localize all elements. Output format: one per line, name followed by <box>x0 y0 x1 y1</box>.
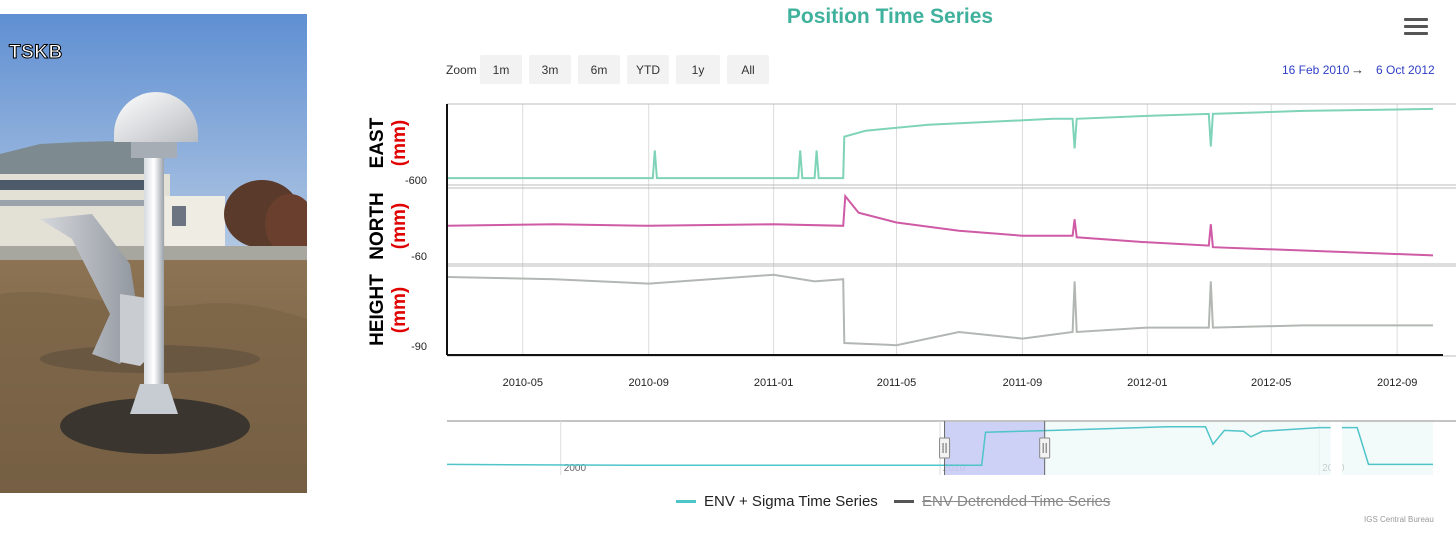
zoom-button-3m[interactable]: 3m <box>529 55 571 84</box>
x-tick-label: 2011-09 <box>1003 377 1043 389</box>
y-tick-label-east: -600 <box>405 175 427 187</box>
chart-axes: 2010-05 2010-09 2011-01 2011-05 2011-09 2012-… <box>367 104 1443 389</box>
x-tick-label: 2011-01 <box>754 377 794 389</box>
x-tick-label: 2012-09 <box>1377 377 1417 389</box>
series-line-north <box>446 193 1434 257</box>
series-line-height <box>446 273 1433 347</box>
legend-item-env-sigma[interactable]: ENV + Sigma Time Series <box>676 493 878 510</box>
hamburger-menu-icon[interactable] <box>1404 18 1428 38</box>
navigator-unselected-area <box>1044 422 1433 475</box>
x-tick-label: 2010-05 <box>503 377 543 389</box>
x-tick-label: 2011-05 <box>877 377 917 389</box>
zoom-button-1y[interactable]: 1y <box>676 55 720 84</box>
legend-label-env-sigma: ENV + Sigma Time Series <box>704 493 878 510</box>
panel-unit-height: (mm) <box>389 287 410 333</box>
antenna-monument-image <box>0 14 315 493</box>
zoom-button-1m[interactable]: 1m <box>480 55 522 84</box>
zoom-button-6m[interactable]: 6m <box>578 55 620 84</box>
range-arrow-icon: → <box>1351 62 1364 77</box>
chart-legend: ENV + Sigma Time Series ENV Detrended Ti… <box>676 490 1122 510</box>
navigator-tick-label: 2010 <box>943 463 966 474</box>
station-name-label: TSKB <box>9 42 63 64</box>
credits-text: IGS Central Bureau <box>1364 515 1434 524</box>
navigator[interactable]: 2000 2010 2020 <box>446 420 1456 475</box>
legend-label-env-detrended: ENV Detrended Time Series <box>921 493 1111 510</box>
panel-label-height: HEIGHT <box>367 274 388 346</box>
panel-unit-north: (mm) <box>389 203 410 249</box>
x-tick-label: 2012-05 <box>1251 377 1291 389</box>
zoom-button-ytd[interactable]: YTD <box>627 55 669 84</box>
chart-grid <box>522 104 1398 354</box>
navigator-tick-label: 2020 <box>1322 463 1345 474</box>
zoom-label: Zoom <box>446 63 477 77</box>
panel-label-east: EAST <box>367 117 388 168</box>
navigator-left-handle[interactable] <box>939 437 951 459</box>
series-line-east <box>447 107 1434 180</box>
y-tick-label-north: -60 <box>411 251 427 263</box>
navigator-selected-window <box>944 422 1045 475</box>
panel-label-north: NORTH <box>367 192 388 260</box>
navigator-data-gap <box>1330 422 1342 475</box>
chart-title: Position Time Series <box>786 5 994 28</box>
legend-item-env-detrended[interactable]: ENV Detrended Time Series <box>893 493 1111 510</box>
legend-swatch-env-detrended <box>893 500 914 503</box>
zoom-button-all[interactable]: All <box>727 55 769 84</box>
navigator-series-line <box>446 425 1433 467</box>
x-tick-label: 2012-01 <box>1127 377 1167 389</box>
navigator-tick-label: 2000 <box>564 463 587 474</box>
y-tick-label-height: -90 <box>411 341 427 353</box>
chart-series <box>446 107 1434 347</box>
range-to-date[interactable]: 6 Oct 2012 <box>1376 63 1435 77</box>
x-tick-label: 2010-09 <box>629 377 669 389</box>
range-from-date[interactable]: 16 Feb 2010 <box>1282 63 1350 77</box>
legend-swatch-env-sigma <box>676 500 696 503</box>
navigator-right-handle[interactable] <box>1039 437 1051 459</box>
panel-frames <box>447 103 1456 357</box>
station-photo: TSKB <box>0 14 315 493</box>
panel-unit-east: (mm) <box>389 120 410 166</box>
